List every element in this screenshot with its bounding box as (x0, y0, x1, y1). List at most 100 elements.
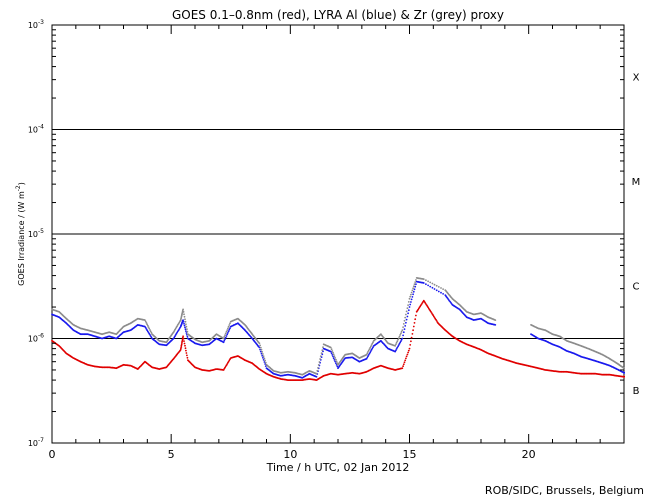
series-0 (51, 299, 625, 381)
series-2-point (316, 369, 319, 372)
chart-title: GOES 0.1–0.8nm (red), LYRA Al (blue) & Z… (172, 8, 504, 22)
y-tick-label: 10-5 (28, 228, 44, 239)
series-2-point (435, 284, 438, 287)
series-2-point (433, 283, 436, 286)
series-1-point (332, 357, 335, 360)
series-1-point (227, 330, 230, 333)
series-1-point (413, 288, 416, 291)
series-1-point (440, 291, 442, 294)
series-2-point (224, 332, 227, 335)
y-tick-base: 10 (28, 230, 38, 239)
series-0-point (405, 355, 408, 358)
series-0-point (182, 337, 185, 340)
series-2-point (442, 288, 444, 290)
series-0-point (406, 353, 409, 356)
series-1-point (425, 283, 427, 286)
series-1-point (410, 301, 412, 303)
series-0-point (404, 359, 407, 362)
series-1-point (226, 333, 229, 336)
series-0-point (413, 322, 416, 324)
series-2-point (225, 330, 228, 333)
series-1-point (395, 349, 397, 352)
series-1-point (259, 350, 262, 353)
series-2-point (227, 327, 229, 330)
series-2-point (262, 353, 264, 355)
series-2-point (148, 327, 151, 330)
series-2-point (429, 281, 432, 284)
series-2-point (227, 325, 230, 328)
series-1-point (182, 321, 185, 323)
series-1-point (224, 338, 226, 340)
series-0-point (186, 356, 189, 359)
series-1-point (331, 354, 334, 356)
series-2-point (182, 308, 185, 311)
series-2-point (400, 332, 402, 335)
series-1-point (404, 325, 407, 327)
series-2-point (150, 331, 153, 334)
series-2-point (317, 367, 319, 369)
threshold-lines (52, 129, 624, 339)
series-1-point (261, 354, 264, 357)
series-2-point (334, 357, 336, 359)
series-1-point (183, 322, 185, 325)
series-2-point (335, 358, 337, 361)
y-axis-label-main: GOES Irradiance / (W m (17, 191, 26, 286)
y-tick-exponent: -3 (38, 19, 44, 26)
series-0-point (402, 365, 404, 368)
series-1-point (336, 365, 339, 368)
series-2-point (369, 346, 372, 349)
series-0-point (407, 349, 410, 352)
series-1-point (334, 360, 336, 363)
series-2-point (494, 319, 497, 321)
series-2-point (185, 323, 187, 326)
series-2-point (146, 323, 149, 326)
series-2-point (397, 337, 400, 339)
y-tick-exponent: -4 (38, 124, 44, 131)
series-1-point (437, 290, 440, 293)
series-2-point (623, 367, 625, 370)
series-2-point (407, 301, 410, 303)
series-1-point (429, 285, 432, 288)
series-0-point (410, 340, 412, 343)
series-2-point (371, 342, 374, 345)
series-2-point (332, 351, 334, 354)
series-1-point (184, 328, 187, 331)
series-0-point (184, 347, 187, 350)
series-2-point (410, 291, 413, 294)
series-2-point (366, 352, 369, 355)
x-tick-label: 15 (403, 448, 417, 461)
flare-class-m: M (632, 177, 641, 188)
series-0-point (415, 314, 417, 317)
series-2-point (321, 349, 324, 352)
series-2-point (394, 345, 397, 347)
series-2-point (144, 319, 146, 321)
y-axis-label-close: ) (17, 182, 26, 185)
series-2-point (406, 307, 409, 310)
y-tick-exponent: -7 (38, 437, 44, 444)
series-1-point (260, 352, 263, 355)
series-2-point (224, 334, 226, 336)
series-0-point (410, 336, 413, 339)
series-0-point (409, 344, 412, 346)
series-1-point (315, 375, 318, 378)
series-1-point (225, 335, 228, 337)
series-1-point (405, 318, 408, 321)
x-tick-label: 10 (283, 448, 297, 461)
series-1-point (224, 336, 227, 339)
series-1-point (396, 346, 399, 349)
series-2-point (331, 350, 334, 352)
series-1-point (263, 361, 266, 363)
series-1-point (186, 335, 189, 338)
series-0-point (185, 352, 188, 354)
series-1-point (406, 315, 409, 318)
series-2-point (333, 355, 336, 358)
series-2-point (395, 343, 397, 346)
series-2-point (315, 372, 318, 375)
x-tick-label: 0 (49, 448, 56, 461)
series-0-point (185, 349, 187, 352)
series-2-point (408, 297, 411, 300)
series-2-point (259, 344, 261, 347)
series-2-point (318, 361, 321, 363)
series-1-point (431, 286, 434, 289)
series-0-point (401, 367, 404, 370)
